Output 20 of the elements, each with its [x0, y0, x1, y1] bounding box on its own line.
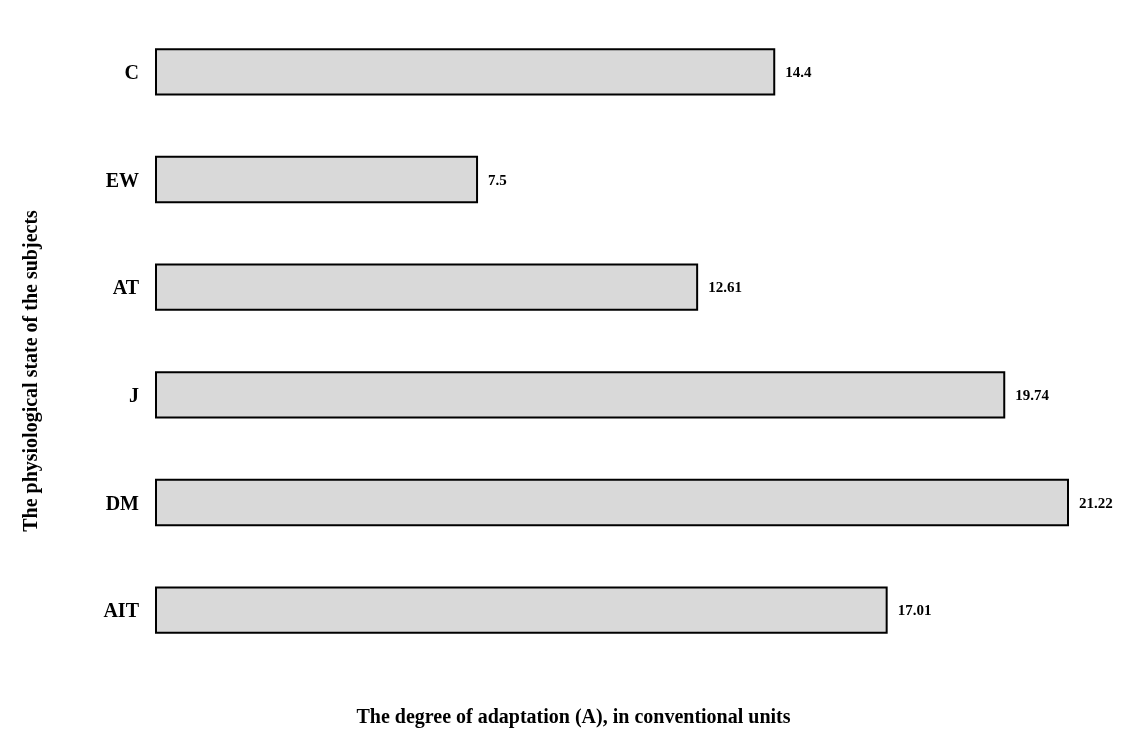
data-label: 14.4 [785, 63, 812, 80]
bar [155, 371, 1006, 419]
bar [155, 263, 699, 311]
y-axis-title: The physiological state of the subjects [19, 209, 42, 532]
data-label: 7.5 [488, 171, 507, 188]
data-label: 19.74 [1015, 386, 1050, 403]
x-axis-title: The degree of adaptation (A), in conventional units [356, 705, 791, 728]
bar [155, 478, 1069, 527]
y-tick-label: J [129, 383, 139, 406]
bar [155, 586, 888, 634]
data-label: 21.22 [1079, 494, 1113, 511]
bar [155, 48, 776, 96]
y-tick-label: C [124, 60, 139, 83]
y-tick-label: DM [105, 491, 140, 514]
y-tick-label: AT [112, 276, 140, 299]
y-tick-label: AIT [103, 599, 140, 622]
y-tick-label: EW [105, 168, 139, 191]
bar [155, 155, 479, 204]
data-label: 17.01 [897, 602, 932, 619]
data-label: 12.61 [708, 279, 742, 296]
